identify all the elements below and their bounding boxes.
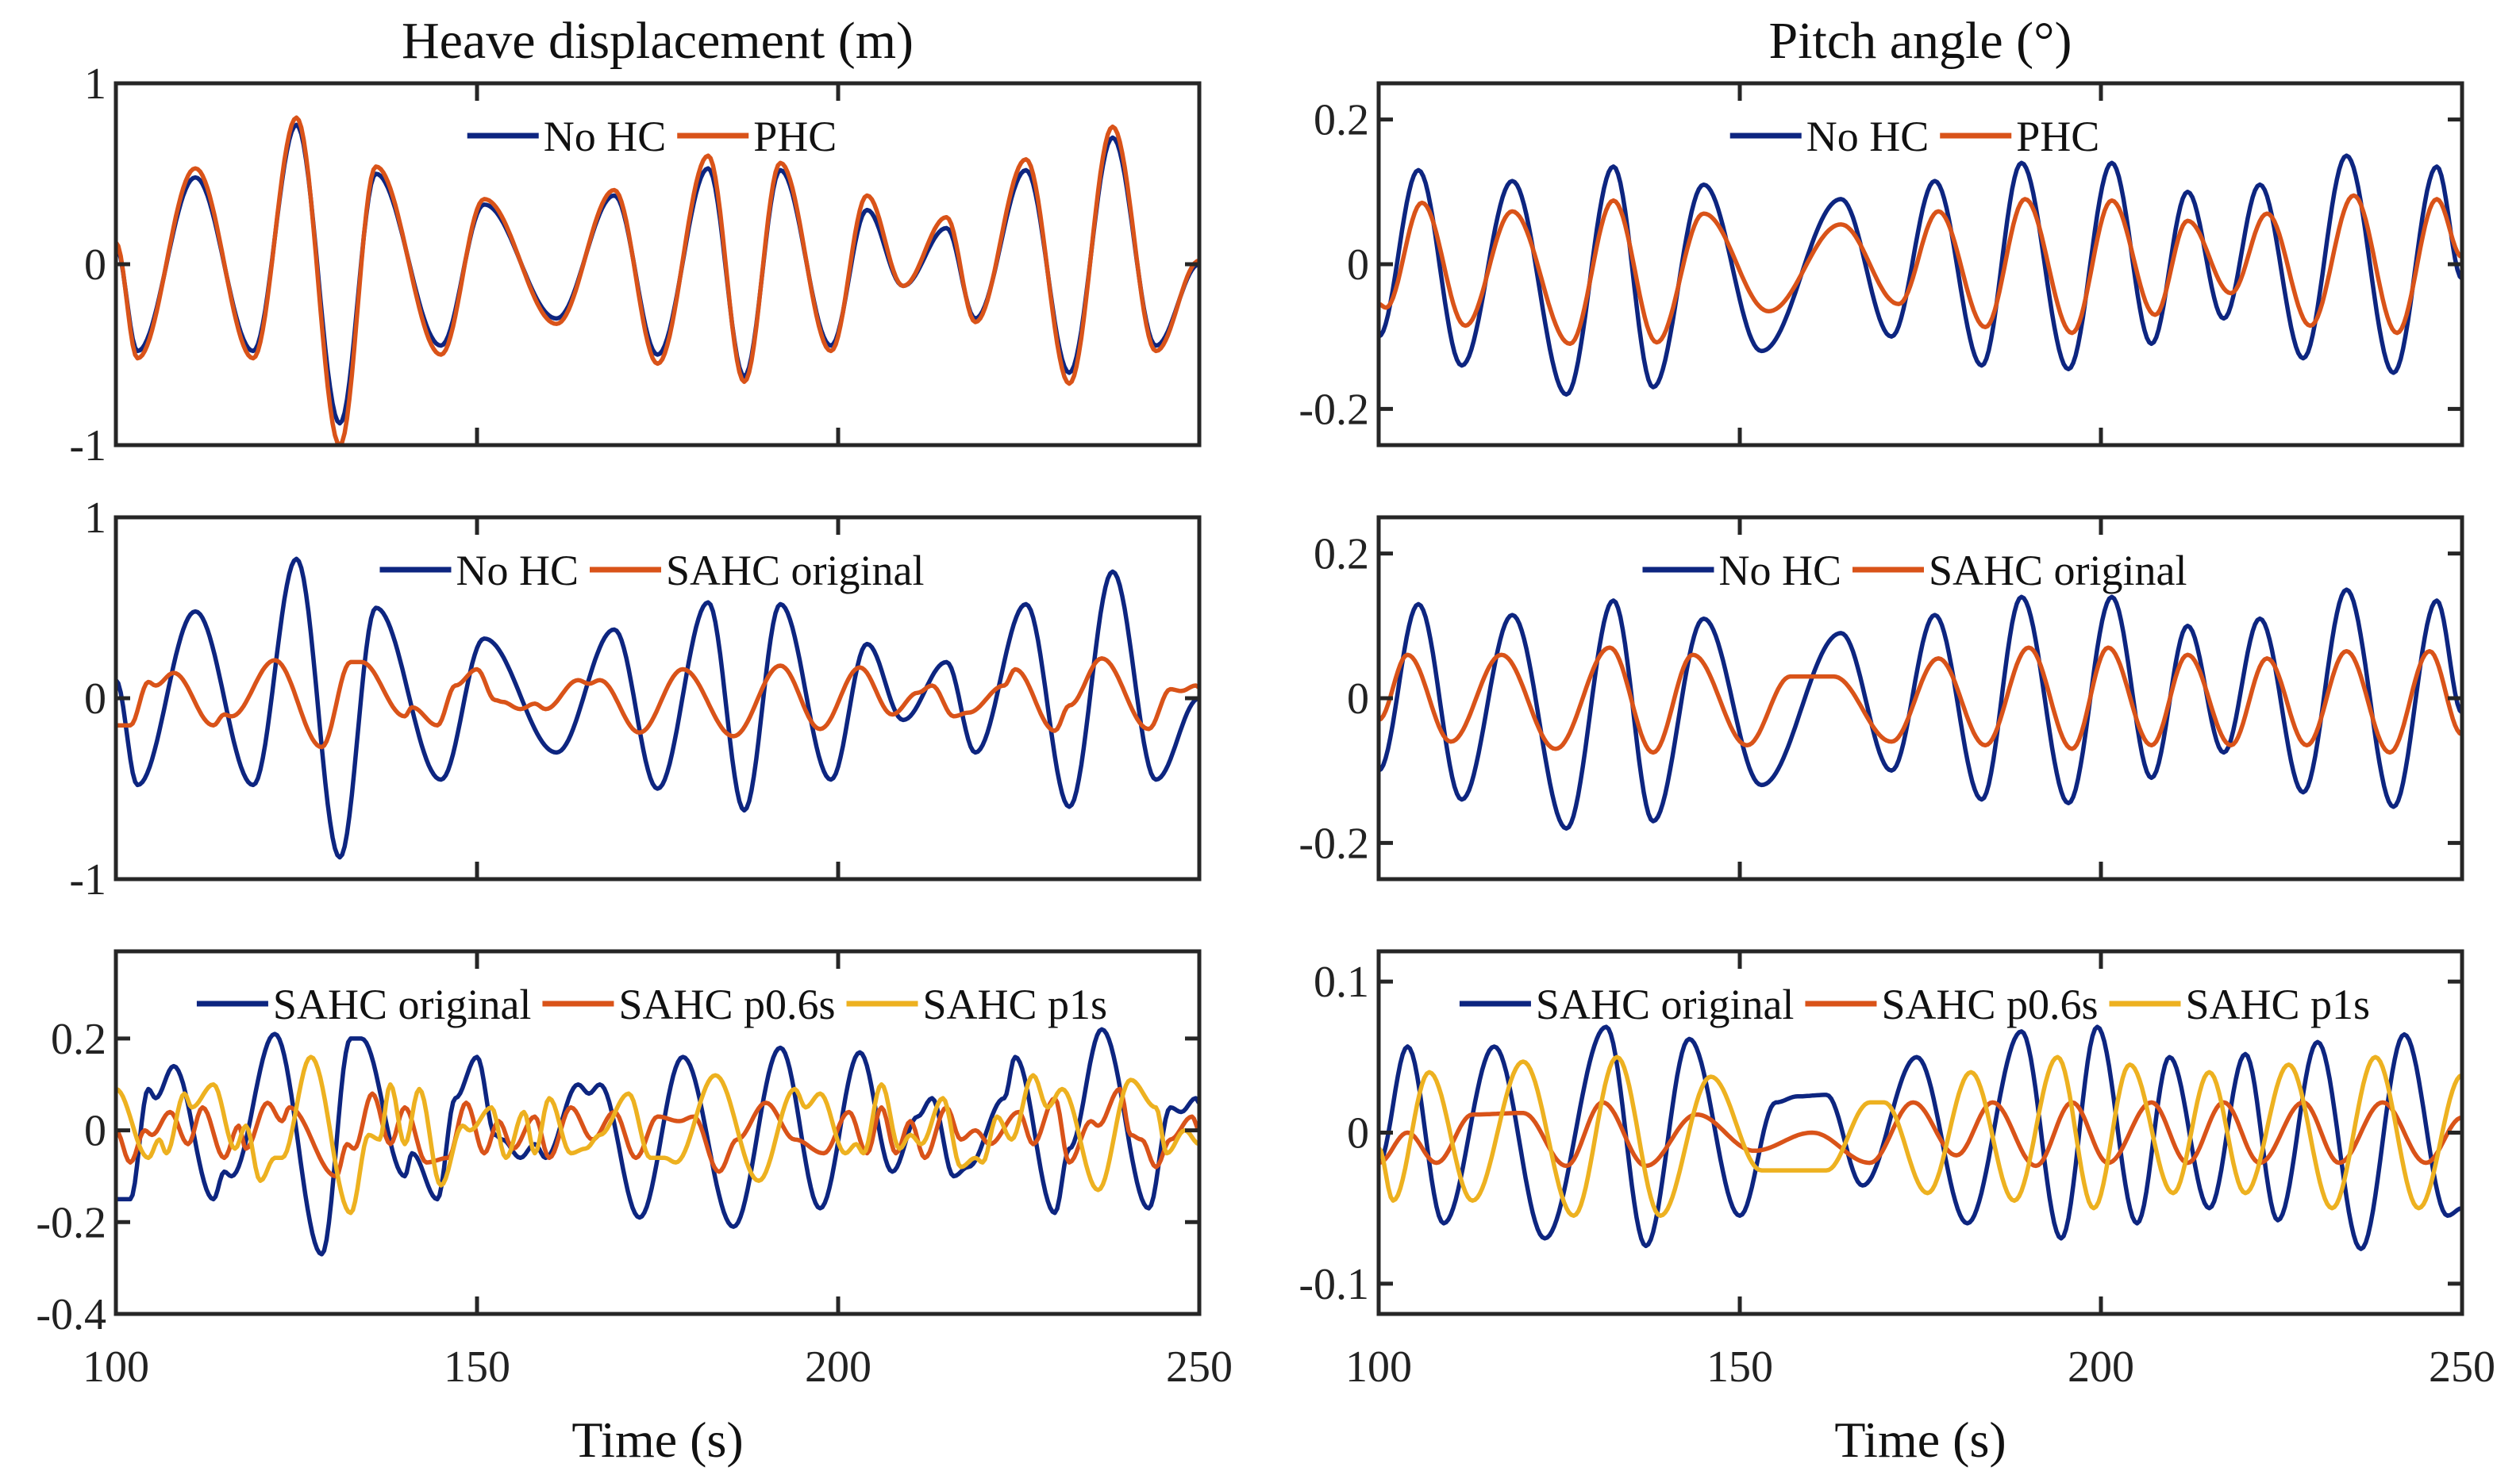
y-tick-label: -0.2 [36,1198,106,1247]
y-tick-label: -0.4 [36,1290,106,1339]
x-axis-label: Time (s) [1834,1412,2006,1468]
y-tick-label: 0 [1347,240,1369,290]
legend-label: SAHC p1s [2186,981,2371,1028]
panel-1: -1 0 1 Heave displacement (m) No HC PHC [69,12,1202,471]
series-line-sahc-p0-6s [1379,1100,2462,1169]
y-tick-label: 1 [84,60,106,109]
legend-label: No HC [1718,547,1841,594]
y-tick-label: -0.2 [1298,819,1369,868]
chart-title: Heave displacement (m) [402,12,914,70]
panel-6: 100 150 200 250 -0.1 0 0.1 Time (s) SAHC origina… [1298,949,2495,1468]
legend: SAHC original SAHC p0.6s SAHC p1s [196,981,1108,1028]
y-tick-label: -1 [69,855,106,905]
x-tick-label: 200 [2068,1342,2134,1392]
y-tick-label: -1 [69,421,106,471]
legend-label: SAHC p0.6s [1881,981,2098,1028]
series-line-no-hc [1379,153,2462,397]
series-line-sahc-p1s [116,1054,1199,1216]
panel-2: -0.2 0 0.2 Pitch angle (°) No HC PHC [1298,12,2464,447]
panel-4: -0.2 0 0.2 No HC SAHC original [1298,515,2464,882]
legend-label: No HC [456,547,579,594]
legend-label: PHC [753,113,837,160]
series-line-sahc-original [116,656,1199,750]
y-tick-label: 0.1 [1314,958,1369,1007]
y-tick-label: 0 [84,1107,106,1156]
y-tick-label: 0 [1347,674,1369,724]
series-line-no-hc [116,556,1199,860]
x-tick-label: 200 [805,1342,871,1392]
series-line-sahc-original [1379,1024,2462,1251]
legend: No HC PHC [467,113,837,160]
y-tick-label: 0 [84,240,106,290]
legend-label: No HC [1806,113,1929,160]
legend-label: SAHC original [666,547,925,594]
legend-label: No HC [544,113,667,160]
legend: No HC SAHC original [1642,547,2187,594]
y-tick-label: -0.2 [1298,385,1369,434]
series-line-sahc-p1s [1379,1054,2462,1218]
series-line-sahc-original [1379,645,2462,755]
y-tick-label: 1 [84,494,106,543]
x-axis-label: Time (s) [571,1412,743,1468]
series-line-phc [116,115,1199,445]
legend-label: SAHC original [1929,547,2187,594]
panel-5: 100 150 200 250 -0.4 -0.2 0 0.2 Time (s) SAHC ori… [36,949,1233,1468]
axes-box [113,949,1202,1316]
legend: No HC PHC [1729,113,2099,160]
y-tick-label: 0 [1347,1109,1369,1158]
x-tick-label: 150 [444,1342,510,1392]
legend-label: PHC [2016,113,2099,160]
series-line-phc [1379,193,2462,347]
legend: No HC SAHC original [379,547,925,594]
series-line-no-hc [1379,587,2462,831]
legend-label: SAHC original [1536,981,1795,1028]
legend-label: SAHC original [273,981,532,1028]
legend: SAHC original SAHC p0.6s SAHC p1s [1459,981,2371,1028]
y-tick-label: 0.2 [1314,96,1369,145]
chart-title: Pitch angle (°) [1769,12,2072,70]
y-tick-label: 0.2 [51,1015,106,1064]
y-tick-label: 0.2 [1314,530,1369,579]
x-tick-label: 250 [2429,1342,2495,1392]
y-tick-label: -0.1 [1298,1260,1369,1309]
x-tick-label: 150 [1706,1342,1773,1392]
x-tick-label: 250 [1166,1342,1233,1392]
x-tick-label: 100 [83,1342,149,1392]
series-line-no-hc [116,122,1199,426]
legend-label: SAHC p1s [923,981,1108,1028]
panel-3: -1 0 1 No HC SAHC original [69,494,1202,905]
y-tick-label: 0 [84,674,106,724]
x-tick-label: 100 [1345,1342,1412,1392]
legend-label: SAHC p0.6s [618,981,835,1028]
